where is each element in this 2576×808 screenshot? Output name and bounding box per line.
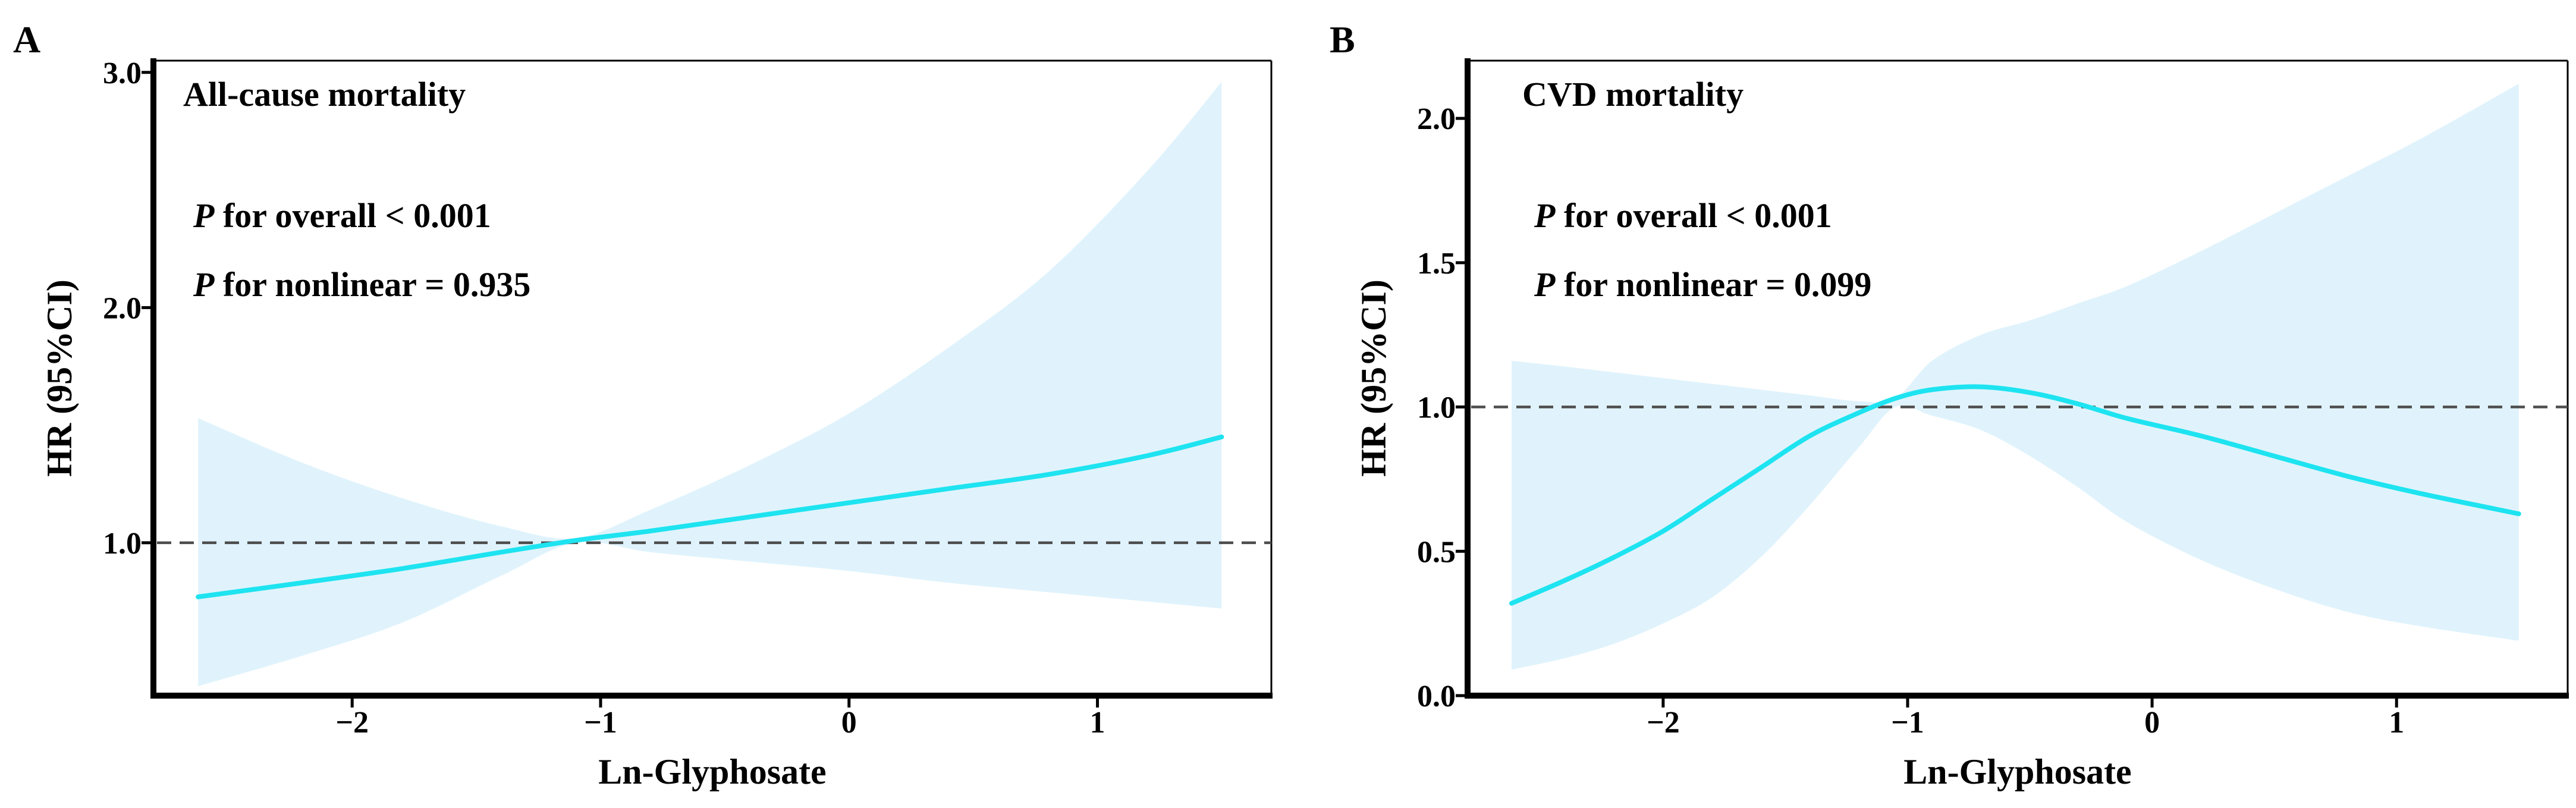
p-overall-annotation-value: for overall < 0.001 [1555, 196, 1832, 235]
p-nonlinear-annotation: P for nonlinear = 0.099 [1534, 265, 1871, 304]
x-tick-label: −1 [584, 706, 617, 740]
y-tick-label: 1.0 [103, 527, 142, 561]
x-tick-label: 1 [2389, 706, 2404, 740]
panel-letter: B [1330, 18, 1355, 61]
x-tick-label: −1 [1891, 706, 1924, 740]
x-tick-label: 1 [1090, 706, 1105, 740]
p-overall-annotation: P for overall < 0.001 [1534, 196, 1832, 235]
x-axis-label: Ln-Glyphosate [1903, 752, 2131, 791]
y-axis-label: HR (95%CI) [40, 279, 79, 477]
p-nonlinear-annotation: P for nonlinear = 0.935 [193, 265, 530, 304]
ci-band [1512, 83, 2519, 670]
panel-letter: A [13, 18, 40, 61]
hr-curve [196, 434, 1224, 599]
hr-curve [1509, 384, 2521, 606]
p-nonlinear-annotation-value: for nonlinear = 0.935 [214, 265, 530, 304]
p-symbol: P [1534, 265, 1556, 304]
x-tick-label: −2 [335, 706, 369, 740]
x-axis-label: Ln-Glyphosate [598, 752, 826, 791]
panel-b: −2 −1 0 1 0.0 0.5 1.0 1.5 2.0 B CVD mortality P for… [1330, 18, 2569, 791]
p-symbol: P [1534, 196, 1556, 235]
x-tick-label: 0 [841, 706, 857, 740]
panel-title: All-cause mortality [183, 75, 466, 114]
p-nonlinear-annotation-value: for nonlinear = 0.099 [1555, 265, 1871, 304]
x-tick-label: −2 [1647, 706, 1680, 740]
y-tick-label: 0.0 [1417, 680, 1456, 713]
p-symbol: P [193, 196, 215, 235]
y-tick-label: 2.0 [103, 291, 142, 325]
y-tick-label: 1.0 [1417, 391, 1456, 425]
y-tick-label: 0.5 [1417, 535, 1456, 569]
x-tick-label: 0 [2144, 706, 2160, 740]
p-symbol: P [193, 265, 215, 304]
panel-a: −2 −1 0 1 1.0 2.0 3.0 A All-cause mortality P for… [13, 18, 1273, 791]
y-axis-label: HR (95%CI) [1354, 279, 1393, 477]
y-tick-label: 3.0 [103, 56, 142, 90]
ci-band [198, 81, 1222, 687]
y-tick-label: 1.5 [1417, 247, 1456, 281]
y-tick-label: 2.0 [1417, 102, 1456, 136]
p-overall-annotation: P for overall < 0.001 [193, 196, 491, 235]
p-overall-annotation-value: for overall < 0.001 [214, 196, 491, 235]
panel-title: CVD mortality [1522, 75, 1743, 114]
